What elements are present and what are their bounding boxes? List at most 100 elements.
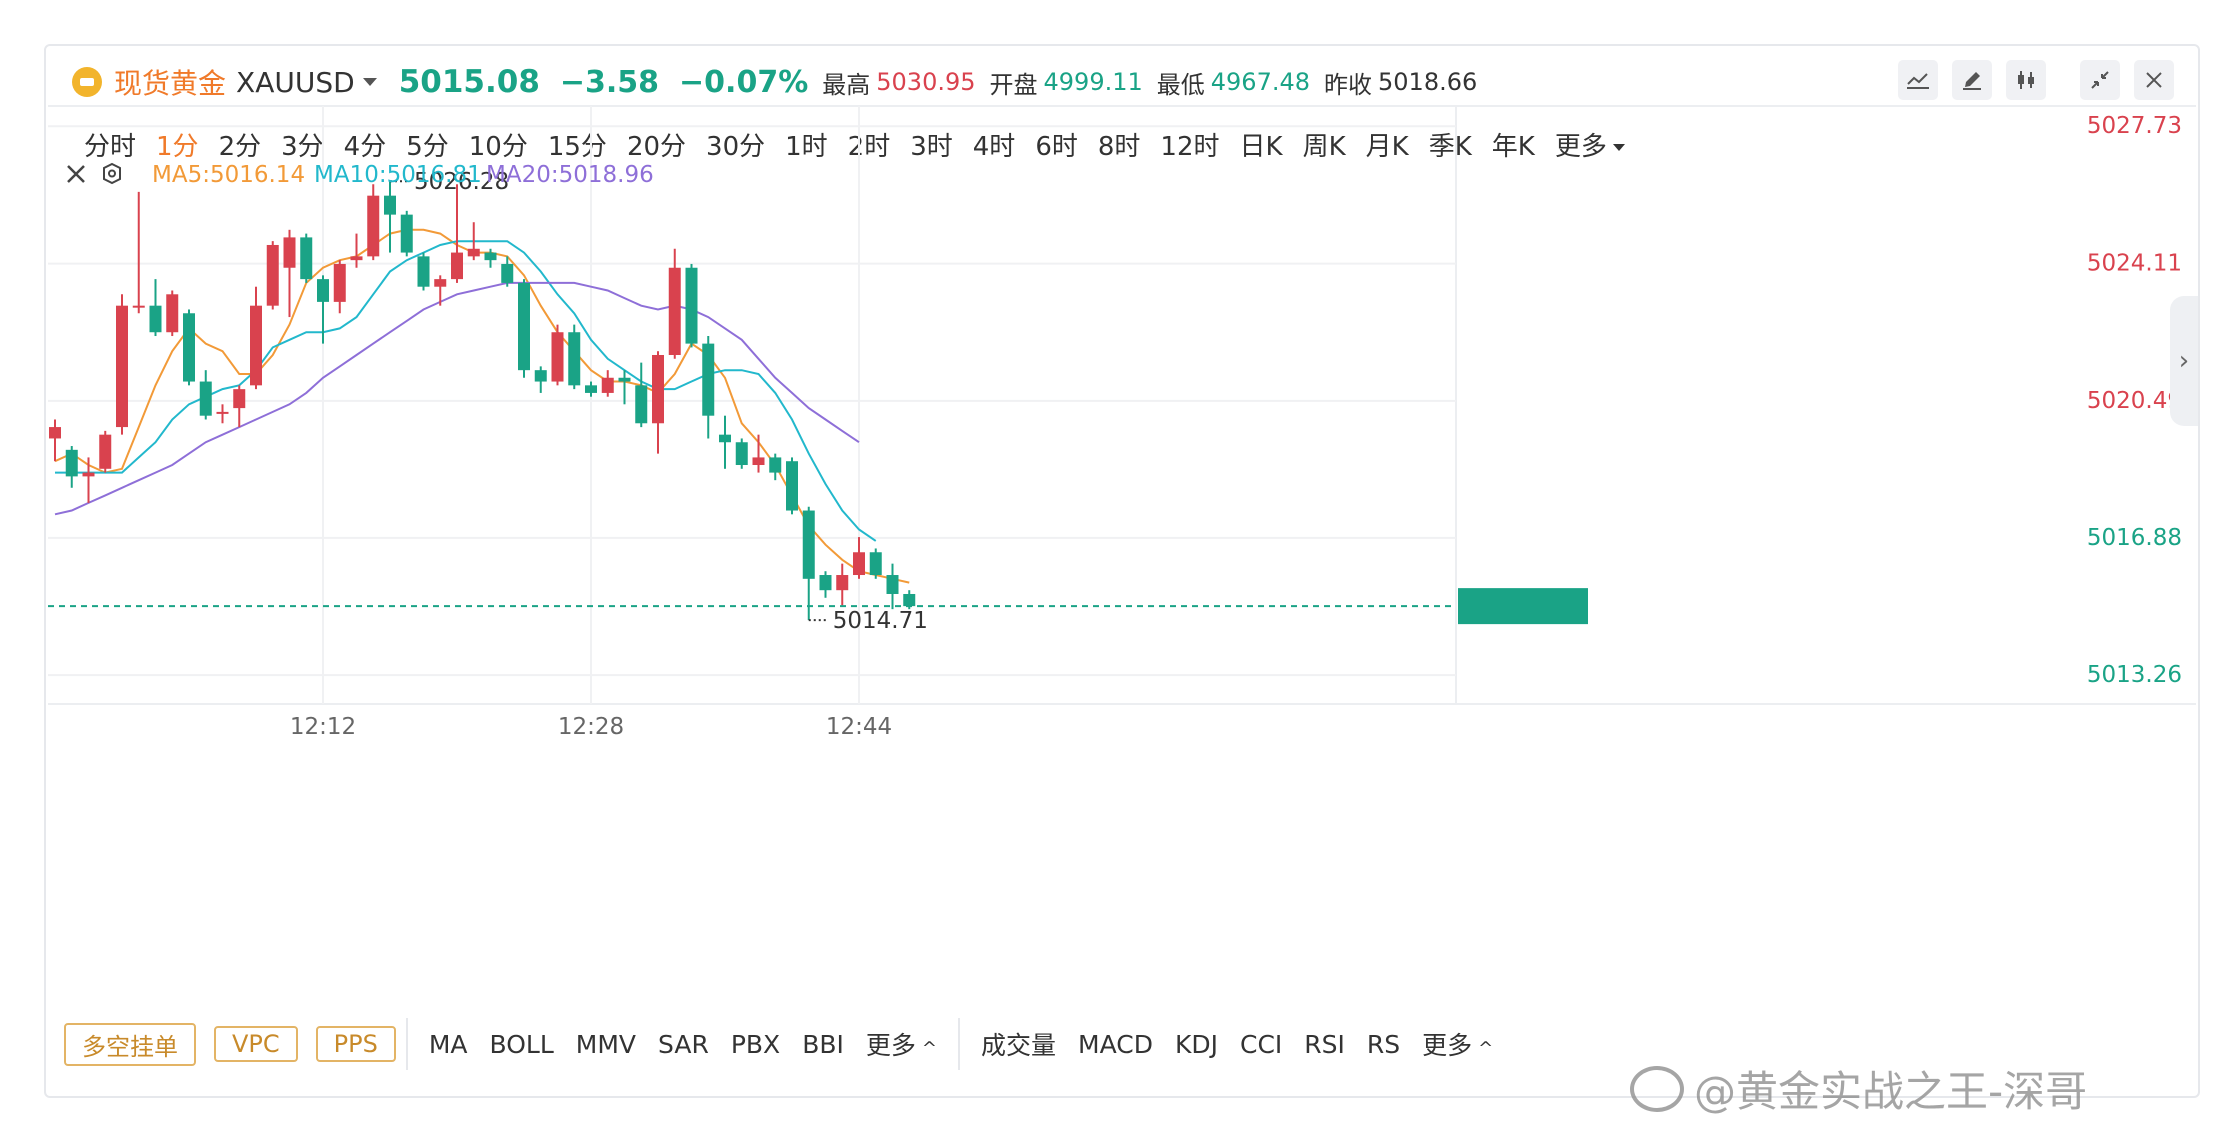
period-tab[interactable]: 季K: [1428, 131, 1472, 162]
candle-body: [836, 575, 849, 591]
indicator-cci[interactable]: CCI: [1239, 1029, 1283, 1059]
candle-body: [434, 279, 447, 287]
candle-body: [819, 575, 832, 591]
price-change-pct: −0.07%: [679, 64, 809, 100]
period-tab[interactable]: 日K: [1239, 131, 1283, 162]
candlestick-type-icon[interactable]: [2006, 60, 2046, 100]
symbol-name[interactable]: 现货黄金: [114, 67, 227, 100]
candle-body: [685, 267, 698, 344]
max-marker-label: 5026.28: [414, 169, 509, 195]
period-tabs: 分时 1分 2分 3分 4分 5分 10分 15分 20分 30分 1时 2时 3时 4时 6时 8时 12时日…: [74, 120, 1635, 168]
candle-body: [802, 510, 815, 579]
candle: [367, 184, 380, 261]
symbol-dropdown-icon[interactable]: [362, 78, 377, 86]
indicator-bbi[interactable]: BBI: [802, 1029, 844, 1059]
period-tab[interactable]: 1分: [156, 131, 199, 162]
candle-body: [350, 256, 363, 261]
candle: [317, 275, 329, 344]
last-price: 5015.08: [398, 64, 540, 100]
candle-body: [65, 449, 78, 477]
collapse-icon[interactable]: [2080, 60, 2120, 100]
period-tab[interactable]: 12时: [1160, 131, 1220, 162]
main-indicator-more[interactable]: 更多 ^: [855, 1026, 948, 1062]
candle: [685, 263, 698, 348]
period-tab[interactable]: 1时: [785, 131, 828, 162]
candle-body: [333, 263, 346, 302]
candle: [869, 548, 882, 579]
long-short-orders-button[interactable]: 多空挂单: [64, 1022, 196, 1066]
pps-button[interactable]: PPS: [315, 1026, 396, 1062]
candle-body: [786, 461, 798, 511]
chevron-up-icon: ^: [1478, 1038, 1494, 1059]
candle-body: [886, 575, 899, 594]
period-tab[interactable]: 分时: [84, 131, 137, 162]
candle: [585, 381, 597, 397]
period-tab[interactable]: 15分: [547, 131, 607, 162]
draw-pencil-icon[interactable]: [1952, 60, 1992, 100]
candle: [802, 506, 815, 621]
indicator-ma[interactable]: MA: [428, 1029, 468, 1059]
candle: [266, 241, 279, 310]
period-tab[interactable]: 10分: [468, 131, 528, 162]
expand-sidebar-button[interactable]: ›: [2170, 296, 2198, 426]
legend-ma5: MA5:5016.14: [152, 162, 305, 188]
candle-body: [82, 472, 95, 477]
candle-body: [49, 427, 61, 439]
candle-body: [384, 195, 396, 215]
period-tab[interactable]: 月K: [1365, 131, 1409, 162]
quote-header: 现货黄金 XAUUSD 5015.08 −3.58 −0.07% 最高 5030…: [72, 56, 1477, 108]
line-chart-icon[interactable]: [1898, 60, 1938, 100]
candle-body: [166, 294, 179, 333]
candle-body: [903, 593, 916, 607]
indicator-mmv[interactable]: MMV: [575, 1029, 637, 1059]
period-tab[interactable]: 3时: [910, 131, 953, 162]
candle: [786, 457, 798, 515]
candle: [65, 446, 78, 488]
candle: [216, 404, 229, 424]
indicator-kdj[interactable]: KDJ: [1174, 1029, 1218, 1059]
candle: [49, 419, 61, 462]
candle: [735, 438, 748, 469]
candle: [501, 256, 514, 287]
indicator-boll[interactable]: BOLL: [489, 1029, 554, 1059]
indicator-macd[interactable]: MACD: [1078, 1029, 1153, 1059]
close-icon[interactable]: [2134, 60, 2174, 100]
indicator-sar[interactable]: SAR: [658, 1029, 709, 1059]
period-tab[interactable]: 年K: [1491, 131, 1535, 162]
sub-indicator-more[interactable]: 更多 ^: [1411, 1026, 1504, 1062]
open-label: 开盘: [989, 70, 1038, 99]
indicator-rsi[interactable]: RSI: [1304, 1029, 1345, 1059]
candle: [819, 571, 832, 598]
candle-body: [317, 279, 329, 302]
period-tab[interactable]: 3分: [281, 131, 324, 162]
period-tab[interactable]: 周K: [1302, 131, 1346, 162]
period-tab[interactable]: 4时: [972, 131, 1016, 162]
period-more[interactable]: 更多: [1545, 126, 1635, 163]
chevron-up-icon: ^: [921, 1038, 937, 1059]
indicator-rs[interactable]: RS: [1366, 1029, 1401, 1059]
symbol-code[interactable]: XAUUSD: [236, 65, 355, 99]
y-tick-label: 5016.88: [2087, 525, 2182, 551]
period-tab[interactable]: 4分: [343, 131, 387, 162]
period-tab[interactable]: 2分: [218, 131, 262, 162]
candle-body: [585, 385, 597, 393]
period-tab[interactable]: 8时: [1097, 131, 1141, 162]
period-tab[interactable]: 6时: [1035, 131, 1078, 162]
candle-body: [233, 389, 246, 409]
candle-body: [484, 252, 497, 261]
vpc-button[interactable]: VPC: [214, 1026, 298, 1062]
y-tick-label: 5027.73: [2087, 113, 2182, 139]
candle: [551, 324, 564, 386]
period-tab[interactable]: 5分: [406, 131, 449, 162]
candlestick-chart[interactable]: 5027.73 5024.11 5020.49 5016.88 5013.26 12:12…: [46, 46, 2198, 1006]
period-tab[interactable]: 2时: [847, 131, 891, 162]
period-tab[interactable]: 30分: [706, 131, 766, 162]
candle: [384, 181, 396, 253]
indicator-volume[interactable]: 成交量: [980, 1031, 1056, 1060]
candle: [769, 453, 782, 481]
period-tab[interactable]: 20分: [626, 131, 687, 162]
candle-body: [99, 434, 112, 469]
indicator-pbx[interactable]: PBX: [730, 1029, 781, 1059]
candle-body: [752, 457, 765, 466]
candle-body: [132, 305, 145, 308]
